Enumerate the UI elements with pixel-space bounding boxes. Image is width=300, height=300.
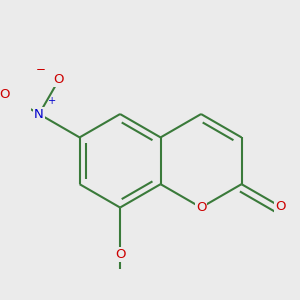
Text: O: O xyxy=(115,248,125,261)
Text: −: − xyxy=(36,63,46,76)
Text: +: + xyxy=(48,96,56,106)
Text: O: O xyxy=(54,73,64,86)
Text: N: N xyxy=(34,107,44,121)
Text: O: O xyxy=(0,88,10,101)
Text: O: O xyxy=(196,201,206,214)
Text: O: O xyxy=(275,200,285,213)
